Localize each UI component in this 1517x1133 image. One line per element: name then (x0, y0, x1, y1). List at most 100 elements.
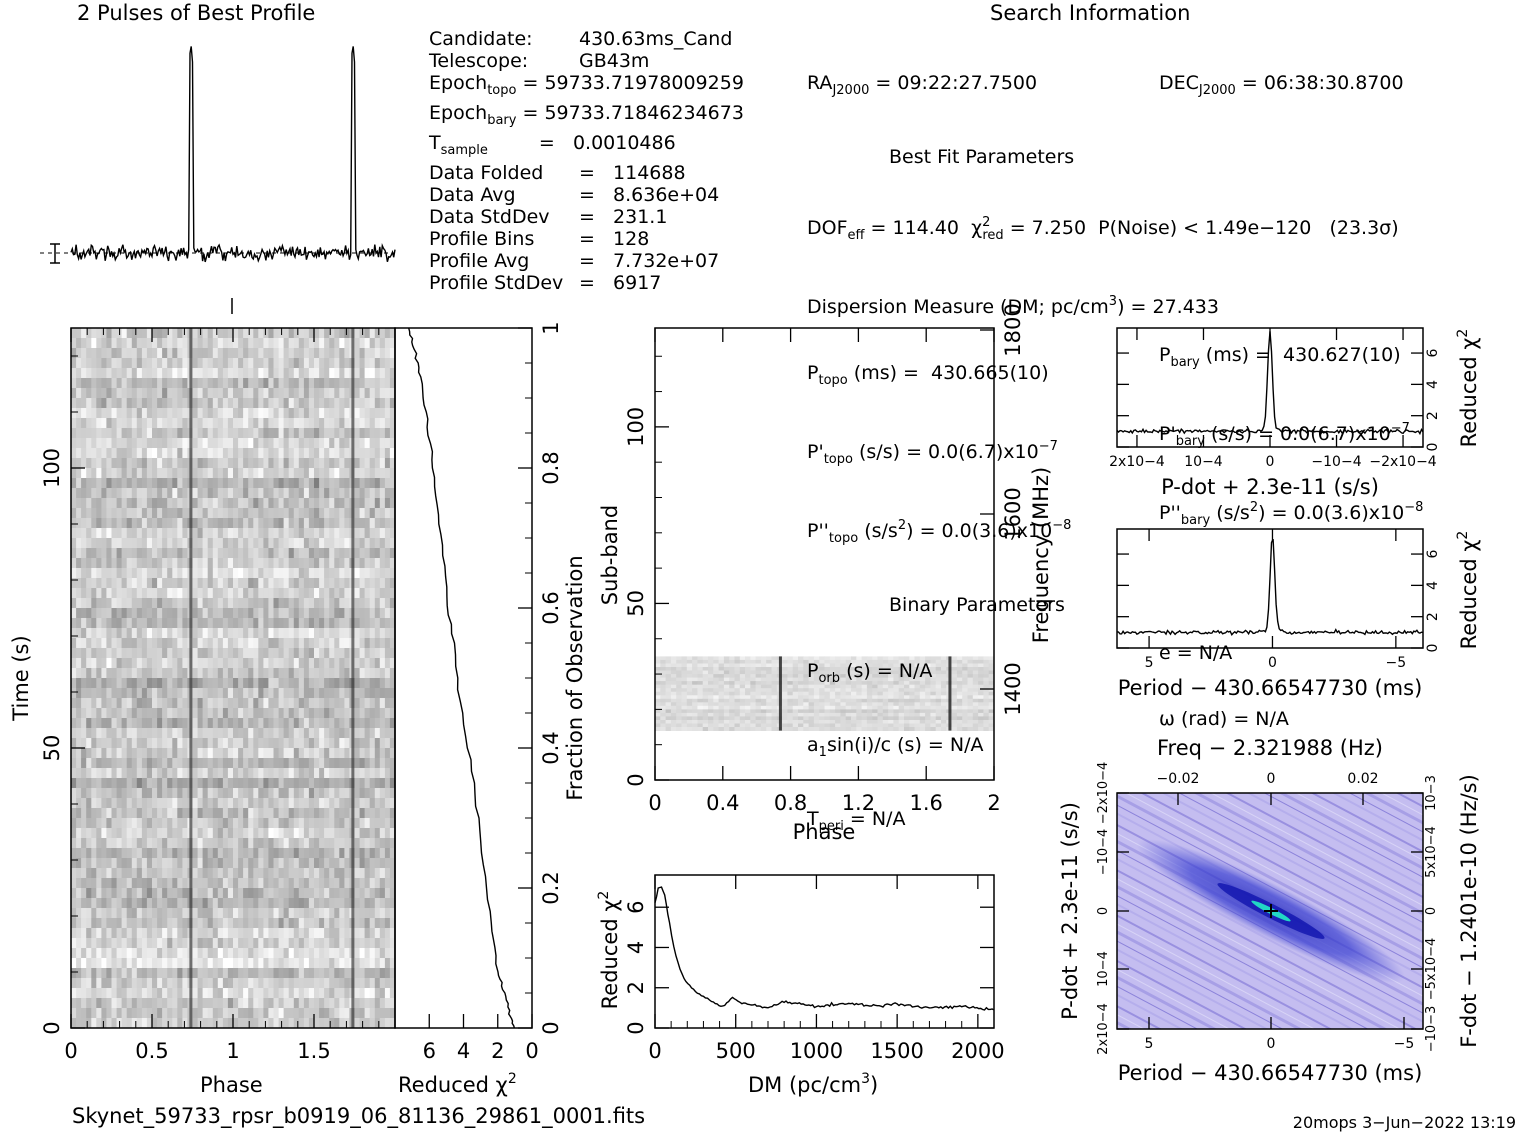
time-phase-cell (253, 858, 259, 869)
time-phase-cell (126, 438, 133, 449)
time-phase-cell (121, 738, 128, 749)
time-phase-cell (298, 408, 305, 419)
time-phase-cell (329, 618, 335, 629)
time-phase-cell (389, 348, 395, 359)
time-phase-cell (308, 888, 315, 899)
time-phase-cell (384, 438, 391, 449)
time-phase-cell (167, 938, 173, 949)
time-phase-cell (354, 798, 361, 809)
time-phase-cell (126, 908, 133, 919)
time-phase-cell (384, 1008, 391, 1019)
time-phase-cell (71, 328, 77, 339)
time-phase-cell (258, 688, 264, 699)
time-phase-cell (86, 638, 92, 649)
time-phase-cell (177, 818, 183, 829)
time-phase-cell (96, 568, 102, 579)
time-phase-cell (293, 668, 300, 679)
time-phase-cell (384, 518, 391, 529)
time-phase-cell (278, 578, 285, 589)
time-phase-cell (91, 928, 97, 939)
time-phase-cell (379, 728, 386, 739)
time-phase-cell (121, 828, 128, 839)
time-phase-cell (111, 658, 118, 669)
time-phase-cell (152, 458, 158, 469)
time-phase-cell (359, 998, 366, 1009)
time-phase-cell (319, 918, 325, 929)
time-phase-cell (303, 478, 310, 489)
subband-cell (956, 674, 963, 679)
time-phase-cell (106, 1018, 112, 1028)
time-phase-cell (106, 598, 112, 609)
time-phase-cell (293, 398, 300, 409)
time-phase-cell (248, 458, 254, 469)
time-phase-cell (308, 968, 315, 979)
time-phase-cell (86, 628, 92, 639)
time-phase-cell (283, 698, 290, 709)
time-phase-cell (238, 788, 244, 799)
time-phase-cell (217, 478, 224, 489)
time-phase-cell (96, 518, 102, 529)
subband-cell (972, 656, 979, 661)
time-phase-cell (157, 498, 163, 509)
time-phase-cell (379, 978, 386, 989)
time-phase-cell (344, 638, 350, 649)
time-phase-cell (354, 418, 361, 429)
time-phase-cell (278, 718, 285, 729)
time-phase-cell (86, 788, 92, 799)
time-phase-cell (268, 418, 274, 429)
time-phase-cell (268, 888, 274, 899)
time-phase-cell (374, 918, 381, 929)
time-phase-cell (177, 338, 183, 349)
time-phase-cell (71, 1018, 77, 1028)
time-phase-cell (126, 508, 133, 519)
time-phase-cell (126, 448, 133, 459)
time-phase-cell (212, 338, 219, 349)
time-phase-cell (238, 578, 244, 589)
time-phase-cell (192, 468, 199, 479)
subband-cell (713, 674, 720, 679)
time-phase-cell (207, 788, 214, 799)
time-phase-cell (152, 708, 158, 719)
time-phase-cell (278, 658, 285, 669)
time-phase-cell (222, 368, 229, 379)
subband-cell (760, 667, 767, 671)
time-phase-cell (192, 448, 199, 459)
subband-cell (824, 659, 831, 664)
time-phase-cell (233, 978, 239, 989)
time-phase-cell (303, 448, 310, 459)
time-phase-cell (152, 598, 158, 609)
time-phase-cell (217, 588, 224, 599)
time-phase-cell (339, 788, 345, 799)
time-phase-cell (207, 588, 214, 599)
time-phase-cell (71, 638, 77, 649)
time-phase-cell (243, 858, 249, 869)
time-phase-cell (374, 678, 381, 689)
time-phase-cell (192, 598, 199, 609)
time-phase-cell (116, 998, 123, 1009)
time-phase-cell (177, 1008, 183, 1019)
time-phase-cell (263, 378, 269, 389)
subband-cell (840, 663, 847, 668)
time-phase-cell (319, 378, 325, 389)
time-phase-cell (324, 838, 330, 849)
time-phase-cell (141, 868, 148, 879)
time-phase-cell (146, 388, 153, 399)
subband-cell (734, 663, 741, 668)
time-phase-cell (141, 918, 148, 929)
subband-cell (941, 674, 947, 679)
time-phase-cell (359, 628, 366, 639)
time-phase-cell (263, 948, 269, 959)
time-phase-cell (217, 778, 224, 789)
time-phase-cell (253, 978, 259, 989)
time-phase-cell (334, 688, 340, 699)
time-phase-cell (172, 788, 178, 799)
time-phase-cell (359, 438, 366, 449)
time-phase-cell (146, 618, 153, 629)
time-phase-cell (116, 848, 123, 859)
time-phase-cell (344, 728, 350, 739)
time-phase-cell (131, 1018, 138, 1028)
time-phase-cell (212, 988, 219, 999)
profile-title: 2 Pulses of Best Profile (77, 1, 315, 25)
time-phase-cell (76, 548, 82, 559)
time-phase-cell (131, 408, 138, 419)
